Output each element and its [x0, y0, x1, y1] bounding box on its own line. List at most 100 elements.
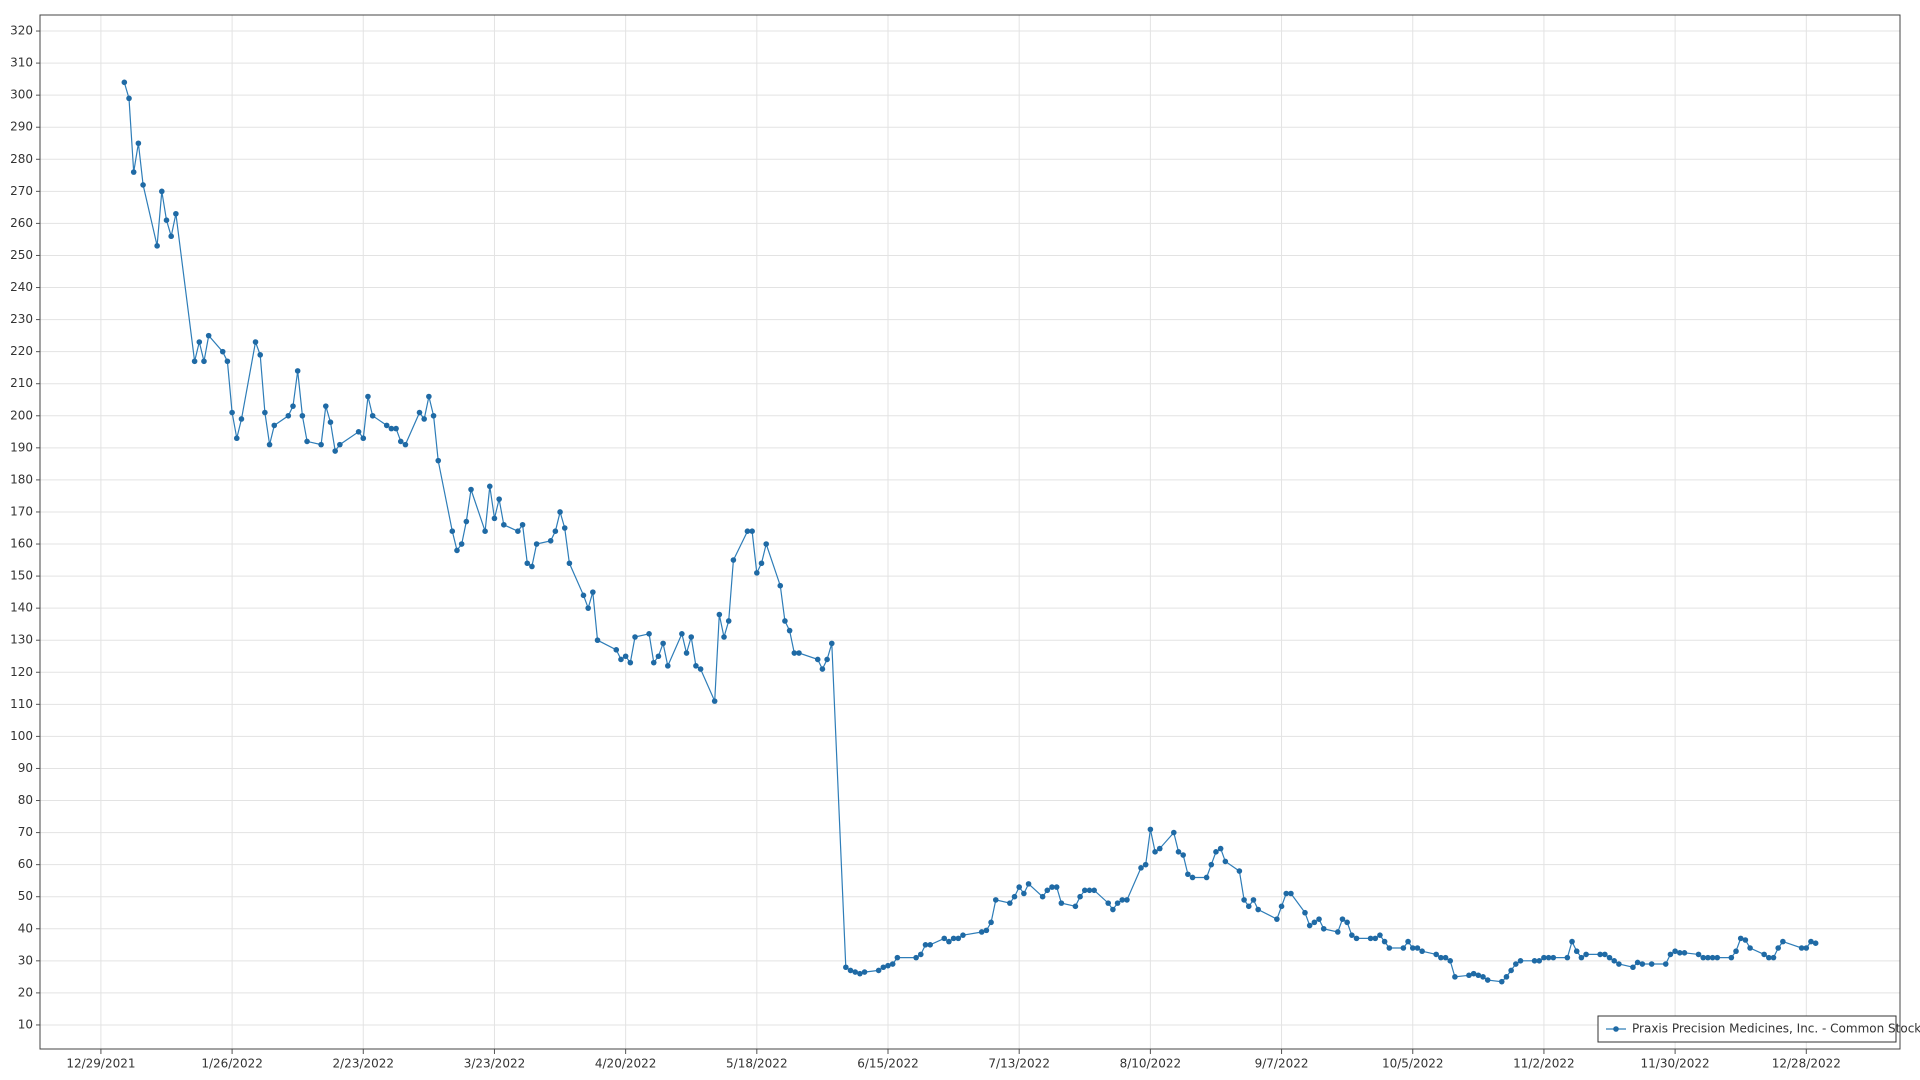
data-point [1400, 945, 1407, 951]
data-point [618, 656, 624, 663]
data-point [1213, 849, 1219, 855]
data-point [749, 528, 755, 534]
data-point [1025, 881, 1032, 887]
data-point [782, 618, 788, 624]
data-point [730, 557, 737, 563]
data-point [585, 605, 591, 611]
data-point [1630, 964, 1636, 971]
data-point [1156, 845, 1163, 852]
y-tick-label: 170 [10, 504, 33, 518]
data-point [140, 182, 146, 188]
data-point [299, 412, 306, 419]
data-point [1072, 903, 1079, 910]
data-point [632, 634, 638, 640]
data-point [1334, 929, 1341, 935]
data-point [1152, 849, 1158, 855]
data-point [693, 663, 699, 669]
y-tick-label: 250 [10, 248, 33, 262]
data-point [1419, 948, 1425, 955]
data-point [369, 412, 376, 419]
data-point [1414, 945, 1421, 951]
data-point [435, 457, 442, 464]
data-point [1377, 932, 1383, 938]
y-tick-label: 190 [10, 440, 33, 454]
data-point [552, 528, 559, 534]
data-point [885, 962, 891, 969]
data-point [796, 650, 802, 656]
data-point [1662, 961, 1669, 967]
y-tick-label: 290 [10, 120, 33, 134]
data-point [711, 698, 718, 704]
y-tick-label: 220 [10, 344, 33, 358]
data-point [154, 243, 160, 249]
x-tick-label: 1/26/2022 [201, 1057, 263, 1071]
data-point [1737, 935, 1744, 942]
data-point [529, 563, 535, 570]
data-point [1442, 954, 1449, 961]
data-point [365, 393, 371, 400]
data-point [290, 403, 296, 409]
data-point [1508, 967, 1514, 974]
legend: Praxis Precision Medicines, Inc. - Commo… [1597, 1015, 1920, 1043]
data-point [1433, 951, 1439, 958]
data-point [491, 515, 498, 522]
data-point [1344, 919, 1350, 926]
data-point [646, 630, 652, 637]
data-point [1091, 887, 1097, 894]
data-point [1545, 954, 1552, 961]
data-point [1124, 897, 1130, 903]
data-point [875, 967, 882, 974]
y-tick-label: 210 [10, 376, 33, 390]
data-point [946, 938, 952, 945]
data-point [1283, 890, 1290, 897]
data-point [927, 941, 933, 948]
y-tick-label: 150 [10, 569, 33, 583]
data-point [791, 650, 798, 656]
y-tick-label: 130 [10, 633, 33, 647]
data-point [1695, 951, 1702, 958]
data-point [1812, 940, 1819, 946]
data-point [1316, 916, 1322, 922]
data-point [983, 927, 990, 934]
data-point [130, 169, 137, 175]
y-tick-label: 20 [18, 985, 33, 999]
data-point [1611, 958, 1618, 964]
data-point [594, 637, 601, 644]
data-point [159, 188, 165, 195]
data-point [988, 919, 994, 926]
data-point [1798, 945, 1805, 951]
data-point [1709, 954, 1716, 961]
y-tick-label: 30 [18, 953, 33, 967]
y-tick-label: 90 [18, 761, 33, 775]
data-point [126, 95, 132, 102]
data-point [1086, 887, 1093, 894]
data-point [482, 528, 488, 534]
data-point [1606, 954, 1613, 961]
data-point [955, 935, 962, 942]
data-point [1147, 826, 1154, 833]
data-point [1452, 974, 1458, 980]
data-point [1208, 861, 1215, 868]
plot-border [39, 14, 1901, 1050]
data-point [1053, 884, 1060, 890]
data-point [1353, 935, 1360, 942]
data-point [1775, 945, 1781, 951]
x-tick-label: 8/10/2022 [1120, 1057, 1182, 1071]
data-point [1803, 945, 1810, 951]
data-point [1475, 972, 1482, 979]
data-point [889, 961, 896, 967]
data-point [978, 929, 985, 935]
y-tick-label: 320 [10, 24, 33, 38]
data-point [533, 541, 540, 547]
data-point [744, 528, 751, 534]
data-point [566, 560, 573, 567]
y-tick-label: 180 [10, 472, 33, 486]
data-point [1039, 893, 1046, 900]
data-point [397, 438, 404, 445]
data-point [196, 339, 203, 345]
data-point [388, 425, 395, 432]
y-tick-label: 270 [10, 184, 33, 198]
data-point [894, 954, 901, 961]
data-point [1517, 958, 1524, 964]
